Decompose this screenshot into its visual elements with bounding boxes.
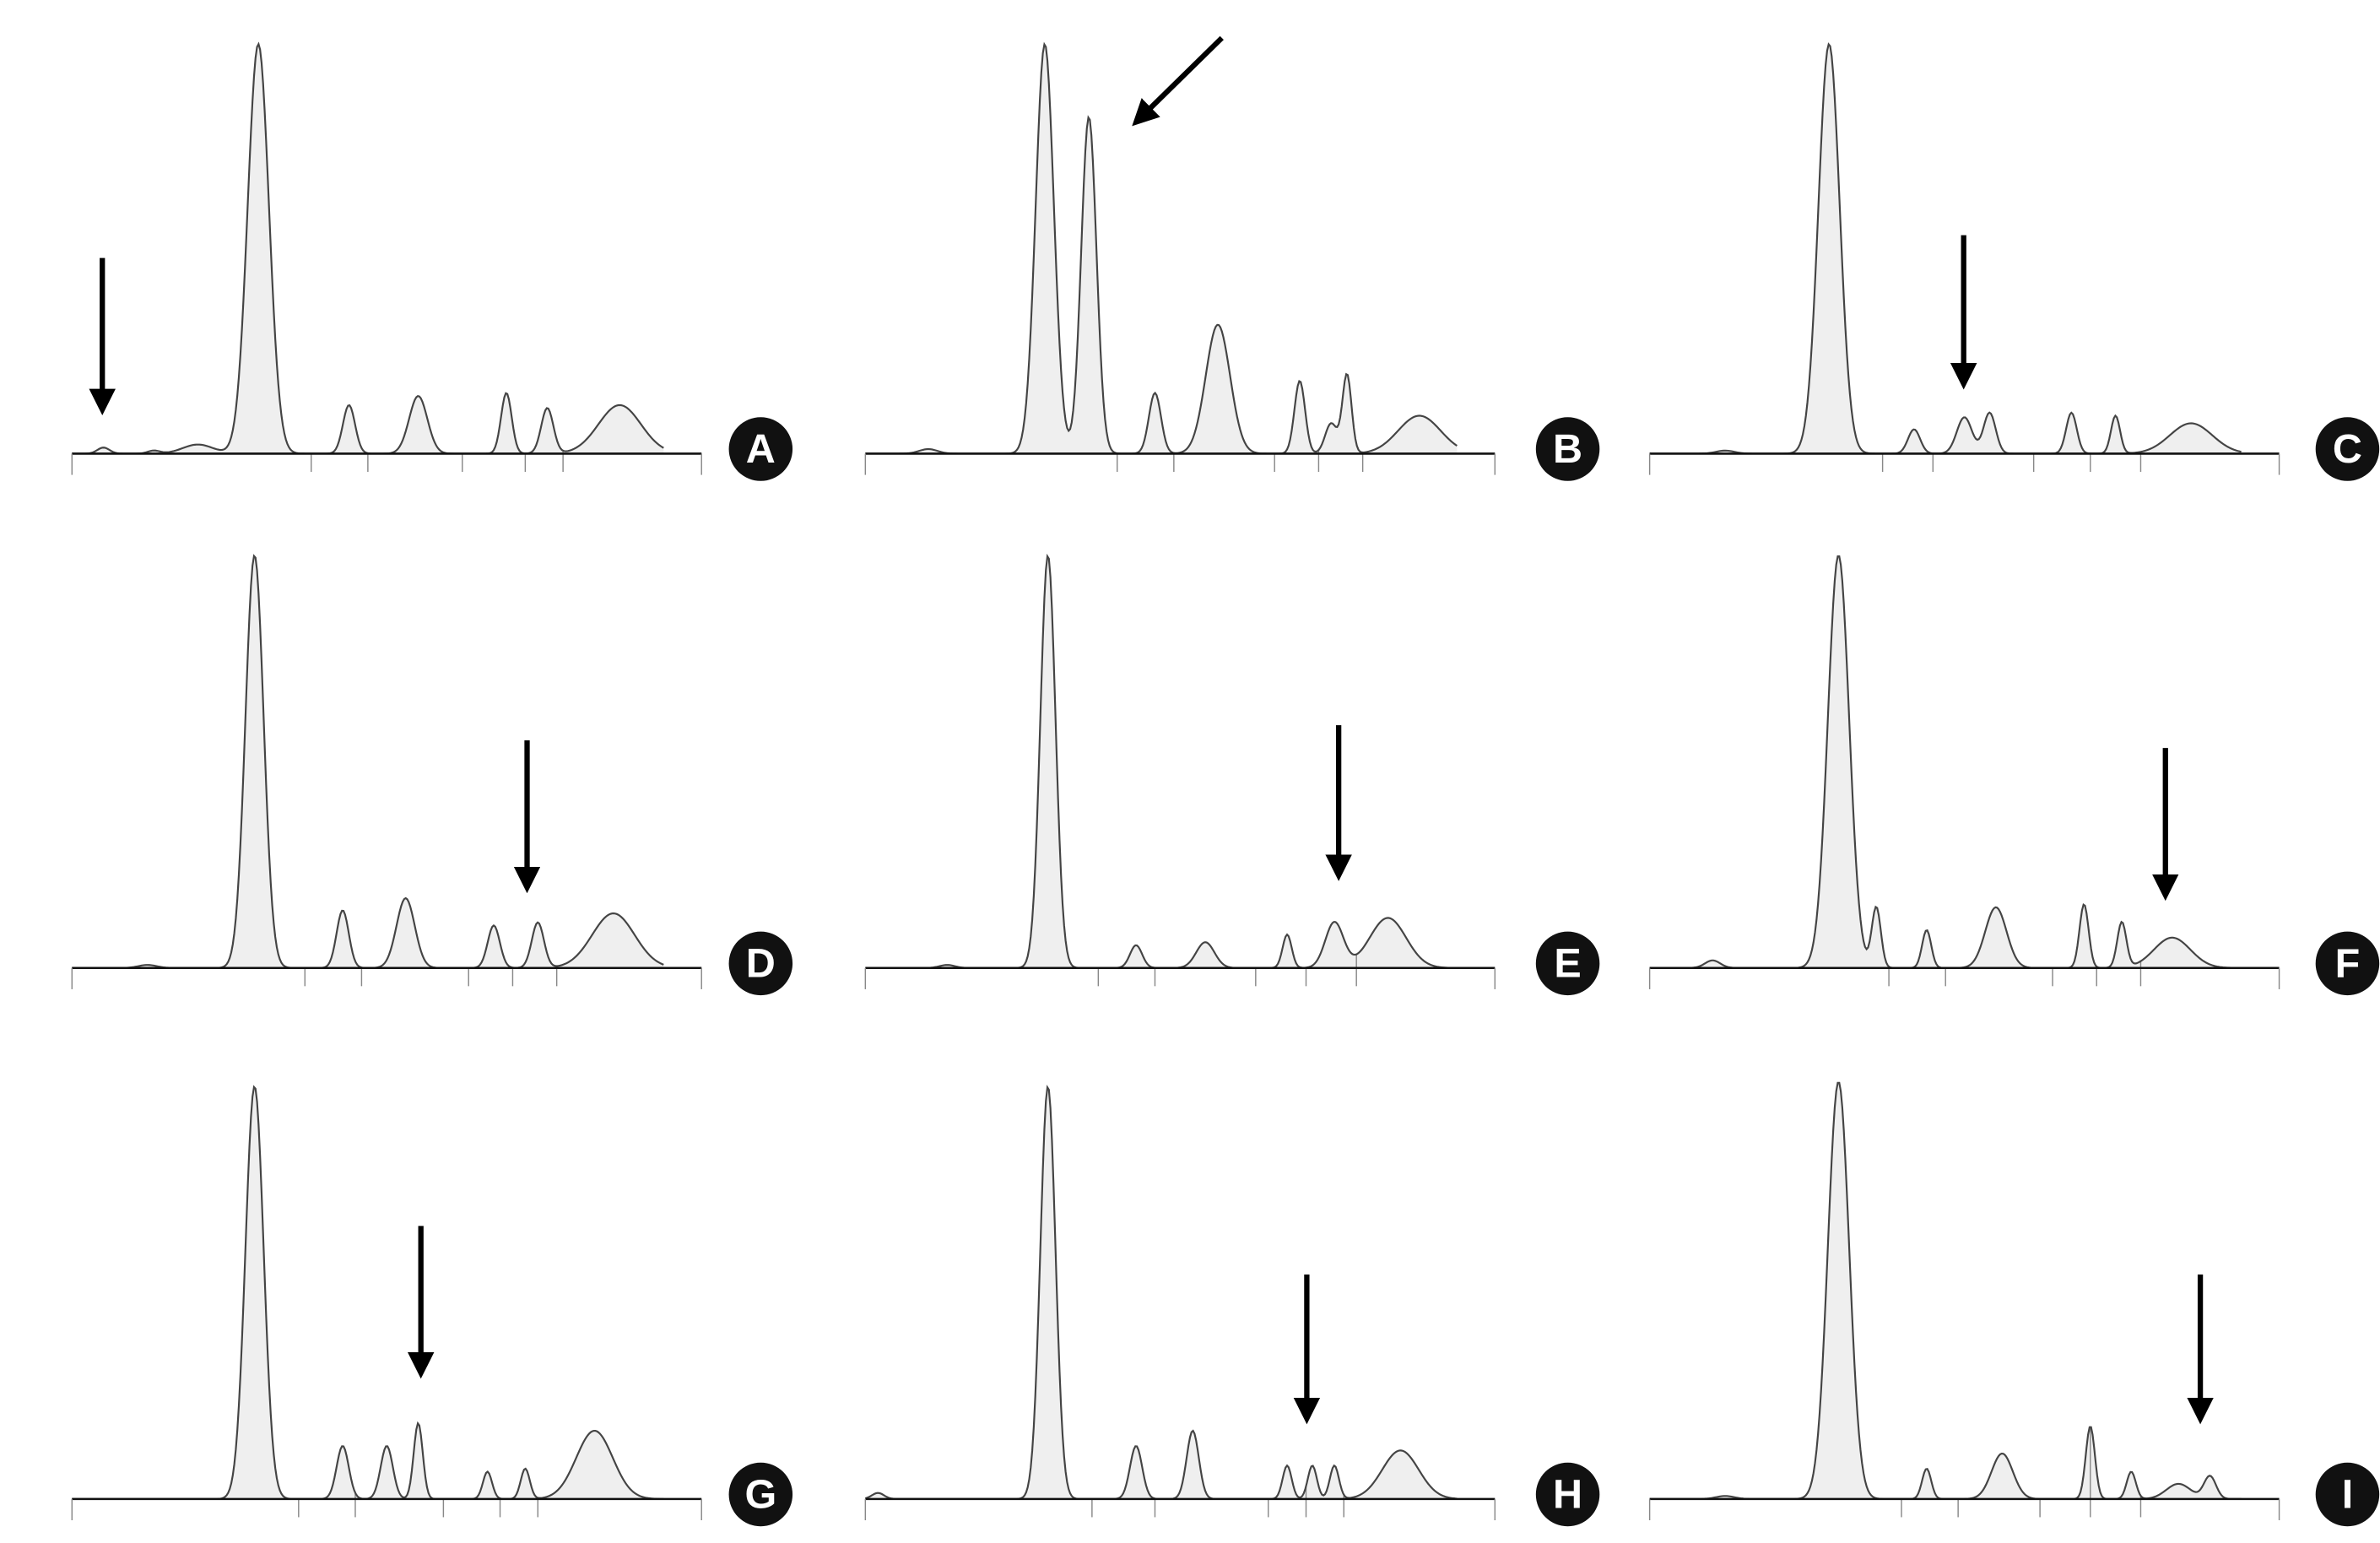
panel-badge [1535, 931, 1600, 996]
panel-badge [728, 1462, 793, 1527]
panel-label: E [1554, 940, 1581, 986]
panel-label: C [2333, 426, 2362, 472]
trace-fill [1649, 1082, 2242, 1499]
panel-badge [1535, 417, 1600, 481]
trace-fill [72, 1086, 664, 1499]
trace [1649, 42, 2242, 455]
panel-label: B [1553, 426, 1582, 472]
panel-badge [728, 417, 793, 481]
trace [1649, 1081, 2242, 1500]
trace [865, 1084, 1458, 1500]
trace-fill [865, 556, 1458, 968]
panel-label: A [746, 426, 776, 472]
panel-label: F [2335, 940, 2361, 986]
panel-label: D [746, 940, 776, 986]
trace [865, 553, 1458, 969]
panel-badge [2315, 417, 2380, 481]
trace [865, 41, 1458, 455]
panel-badge [2315, 931, 2380, 996]
panel-badge [2315, 1462, 2380, 1527]
panel-badge [1535, 1462, 1600, 1527]
trace [72, 554, 664, 969]
arrow [1132, 35, 1224, 127]
panel-badge [728, 931, 793, 996]
trace-fill [865, 1087, 1458, 1499]
trace-fill [1649, 44, 2242, 454]
trace [72, 1085, 664, 1500]
trace-fill [865, 44, 1458, 454]
panel-label: I [2342, 1471, 2353, 1517]
trace-fill [72, 555, 664, 968]
panel-label: G [744, 1471, 776, 1517]
trace [1649, 555, 2242, 969]
trace-fill [1649, 556, 2242, 968]
trace-fill [72, 44, 664, 454]
panel-label: H [1553, 1471, 1582, 1517]
trace [72, 41, 664, 455]
